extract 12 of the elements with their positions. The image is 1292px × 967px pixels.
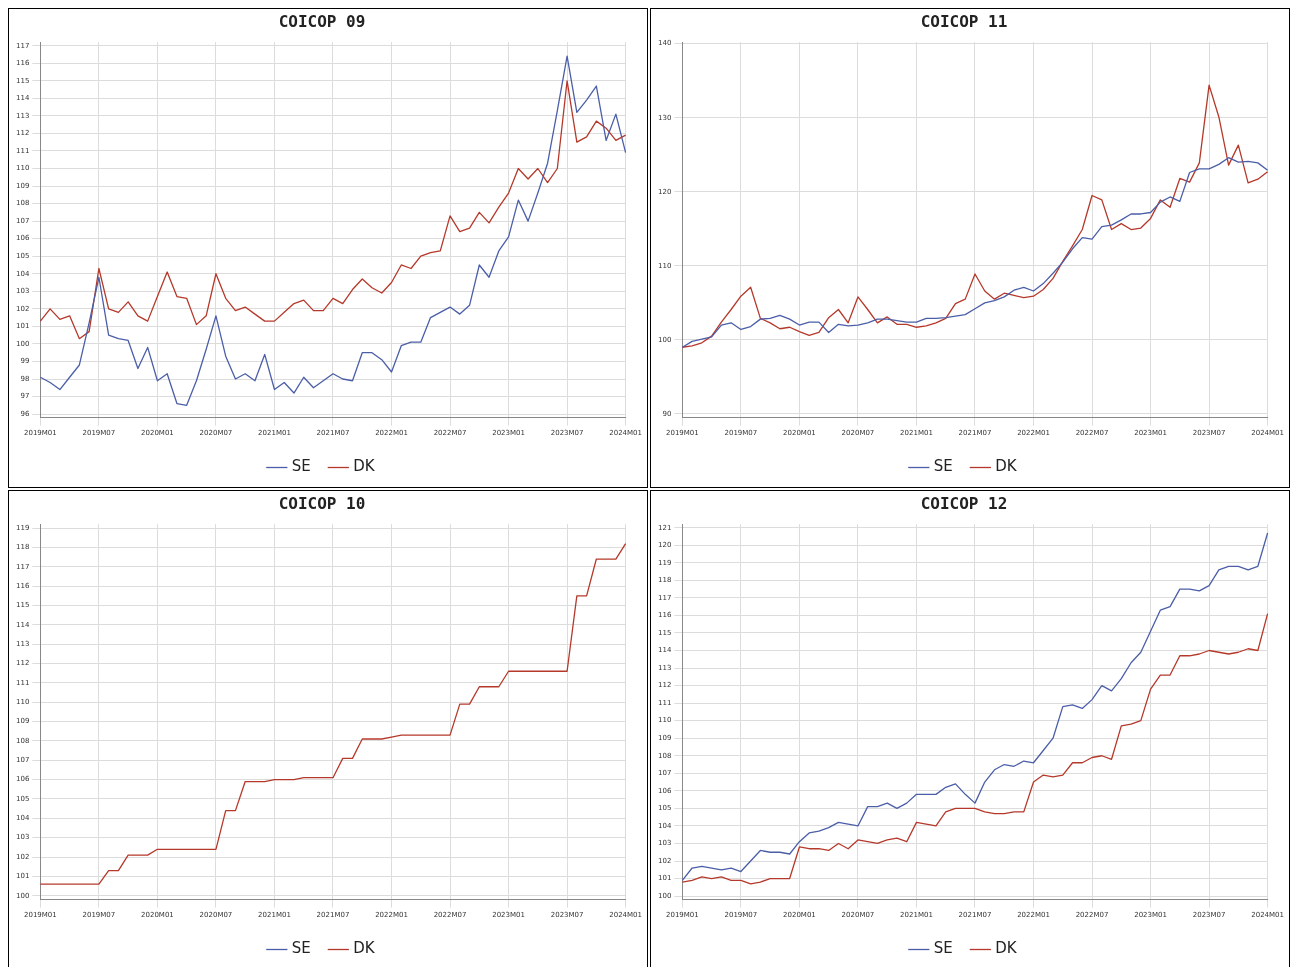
chart-title: COICOP 12 [920, 493, 1008, 513]
legend-label: SE [291, 939, 311, 958]
chart-title: COICOP 11 [920, 11, 1008, 31]
legend-label: DK [995, 457, 1018, 476]
legend-label: SE [933, 939, 953, 958]
legend-label: SE [291, 457, 311, 476]
chart-title: COICOP 09 [278, 11, 366, 31]
legend-label: DK [353, 457, 376, 476]
chart-title: COICOP 10 [278, 493, 366, 513]
legend-label: SE [933, 457, 953, 476]
legend-label: DK [995, 939, 1018, 958]
legend-label: DK [353, 939, 376, 958]
